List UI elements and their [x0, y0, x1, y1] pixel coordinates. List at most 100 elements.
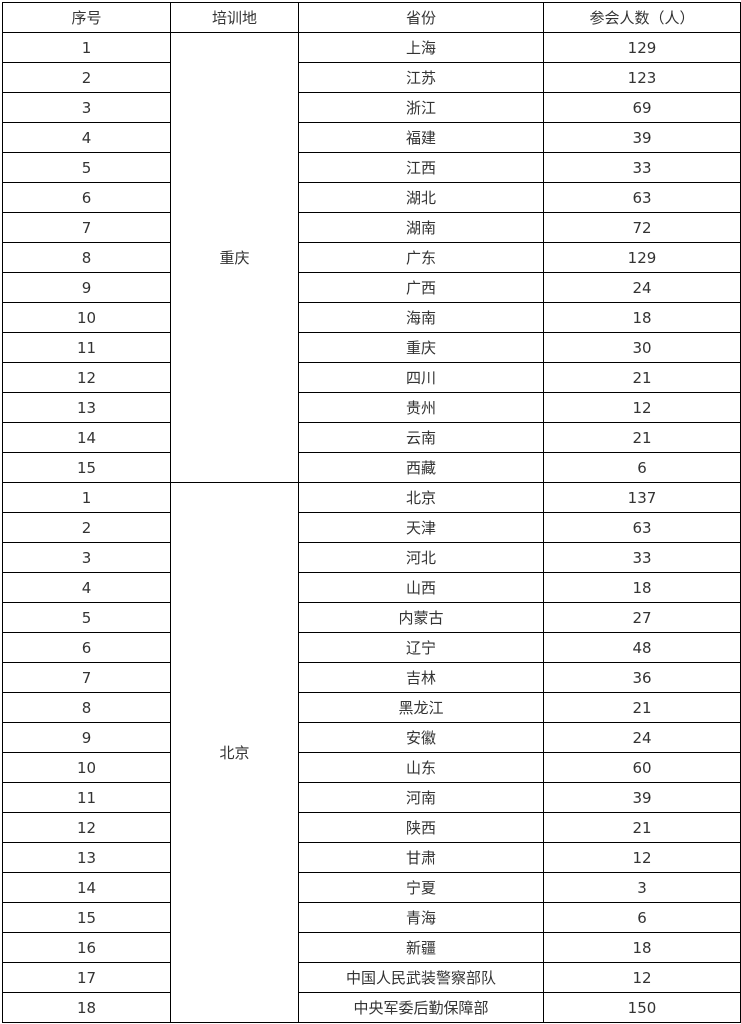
cell-province: 上海 [298, 32, 544, 63]
cell-count: 150 [543, 992, 741, 1023]
table-body: 1 重庆 上海 129 2 江苏 123 3 浙江 69 4 福建 39 5 江西 33 6 湖北 63 7 湖南 72 8… [2, 32, 741, 1023]
cell-province: 浙江 [298, 92, 544, 123]
cell-index: 18 [2, 992, 171, 1023]
table-row: 13 贵州 12 [2, 392, 741, 423]
cell-province: 江西 [298, 152, 544, 183]
cell-count: 63 [543, 512, 741, 543]
cell-count: 6 [543, 902, 741, 933]
cell-index: 14 [2, 422, 171, 453]
cell-index: 5 [2, 602, 171, 633]
table-row: 3 河北 33 [2, 542, 741, 573]
cell-province: 江苏 [298, 62, 544, 93]
cell-index: 11 [2, 782, 171, 813]
cell-count: 48 [543, 632, 741, 663]
cell-index: 9 [2, 722, 171, 753]
cell-count: 63 [543, 182, 741, 213]
cell-province: 陕西 [298, 812, 544, 843]
cell-count: 6 [543, 452, 741, 483]
table-row: 10 山东 60 [2, 752, 741, 783]
cell-province: 河北 [298, 542, 544, 573]
cell-index: 9 [2, 272, 171, 303]
cell-count: 137 [543, 482, 741, 513]
cell-index: 3 [2, 542, 171, 573]
cell-province: 重庆 [298, 332, 544, 363]
cell-index: 4 [2, 122, 171, 153]
cell-province: 黑龙江 [298, 692, 544, 723]
table-row: 13 甘肃 12 [2, 842, 741, 873]
cell-province: 内蒙古 [298, 602, 544, 633]
cell-index: 8 [2, 692, 171, 723]
table-row: 14 云南 21 [2, 422, 741, 453]
cell-count: 21 [543, 812, 741, 843]
header-row: 序号 培训地 省份 参会人数（人） [2, 2, 741, 33]
table-row: 1 北京 北京 137 [2, 482, 741, 1023]
cell-index: 3 [2, 92, 171, 123]
cell-province: 山东 [298, 752, 544, 783]
table-row: 11 河南 39 [2, 782, 741, 813]
cell-province: 青海 [298, 902, 544, 933]
table-row: 6 辽宁 48 [2, 632, 741, 663]
header-location: 培训地 [170, 2, 299, 33]
cell-province: 辽宁 [298, 632, 544, 663]
cell-count: 72 [543, 212, 741, 243]
cell-province: 河南 [298, 782, 544, 813]
cell-count: 24 [543, 272, 741, 303]
table-row: 3 浙江 69 [2, 92, 741, 123]
header-index: 序号 [2, 2, 171, 33]
cell-province: 中国人民武装警察部队 [298, 962, 544, 993]
table-row: 7 湖南 72 [2, 212, 741, 243]
table-row: 9 广西 24 [2, 272, 741, 303]
cell-count: 21 [543, 422, 741, 453]
cell-province: 湖南 [298, 212, 544, 243]
header-count: 参会人数（人） [543, 2, 741, 33]
table-row: 2 天津 63 [2, 512, 741, 543]
cell-province: 甘肃 [298, 842, 544, 873]
cell-province: 宁夏 [298, 872, 544, 903]
cell-count: 21 [543, 362, 741, 393]
cell-province: 山西 [298, 572, 544, 603]
cell-index: 11 [2, 332, 171, 363]
table-row: 2 江苏 123 [2, 62, 741, 93]
table-row: 6 湖北 63 [2, 182, 741, 213]
cell-index: 5 [2, 152, 171, 183]
cell-index: 4 [2, 572, 171, 603]
table-row: 12 四川 21 [2, 362, 741, 393]
cell-count: 33 [543, 542, 741, 573]
cell-location: 重庆 [170, 32, 299, 483]
table-row: 14 宁夏 3 [2, 872, 741, 903]
cell-index: 10 [2, 752, 171, 783]
cell-index: 13 [2, 842, 171, 873]
cell-province: 北京 [298, 482, 544, 513]
cell-location: 北京 [170, 482, 299, 1023]
table-row: 12 陕西 21 [2, 812, 741, 843]
cell-count: 12 [543, 842, 741, 873]
cell-province: 广西 [298, 272, 544, 303]
cell-index: 6 [2, 632, 171, 663]
table-row: 10 海南 18 [2, 302, 741, 333]
cell-count: 129 [543, 242, 741, 273]
cell-province: 湖北 [298, 182, 544, 213]
cell-count: 33 [543, 152, 741, 183]
cell-index: 6 [2, 182, 171, 213]
cell-count: 60 [543, 752, 741, 783]
cell-count: 30 [543, 332, 741, 363]
table-row: 1 重庆 上海 129 [2, 32, 741, 483]
cell-count: 123 [543, 62, 741, 93]
cell-index: 17 [2, 962, 171, 993]
cell-count: 27 [543, 602, 741, 633]
cell-count: 12 [543, 962, 741, 993]
cell-province: 西藏 [298, 452, 544, 483]
cell-province: 吉林 [298, 662, 544, 693]
cell-index: 12 [2, 362, 171, 393]
table-row: 7 吉林 36 [2, 662, 741, 693]
cell-count: 129 [543, 32, 741, 63]
table-row: 5 江西 33 [2, 152, 741, 183]
cell-count: 21 [543, 692, 741, 723]
table-row: 4 山西 18 [2, 572, 741, 603]
cell-count: 12 [543, 392, 741, 423]
cell-index: 2 [2, 512, 171, 543]
cell-count: 18 [543, 302, 741, 333]
cell-index: 16 [2, 932, 171, 963]
cell-index: 13 [2, 392, 171, 423]
